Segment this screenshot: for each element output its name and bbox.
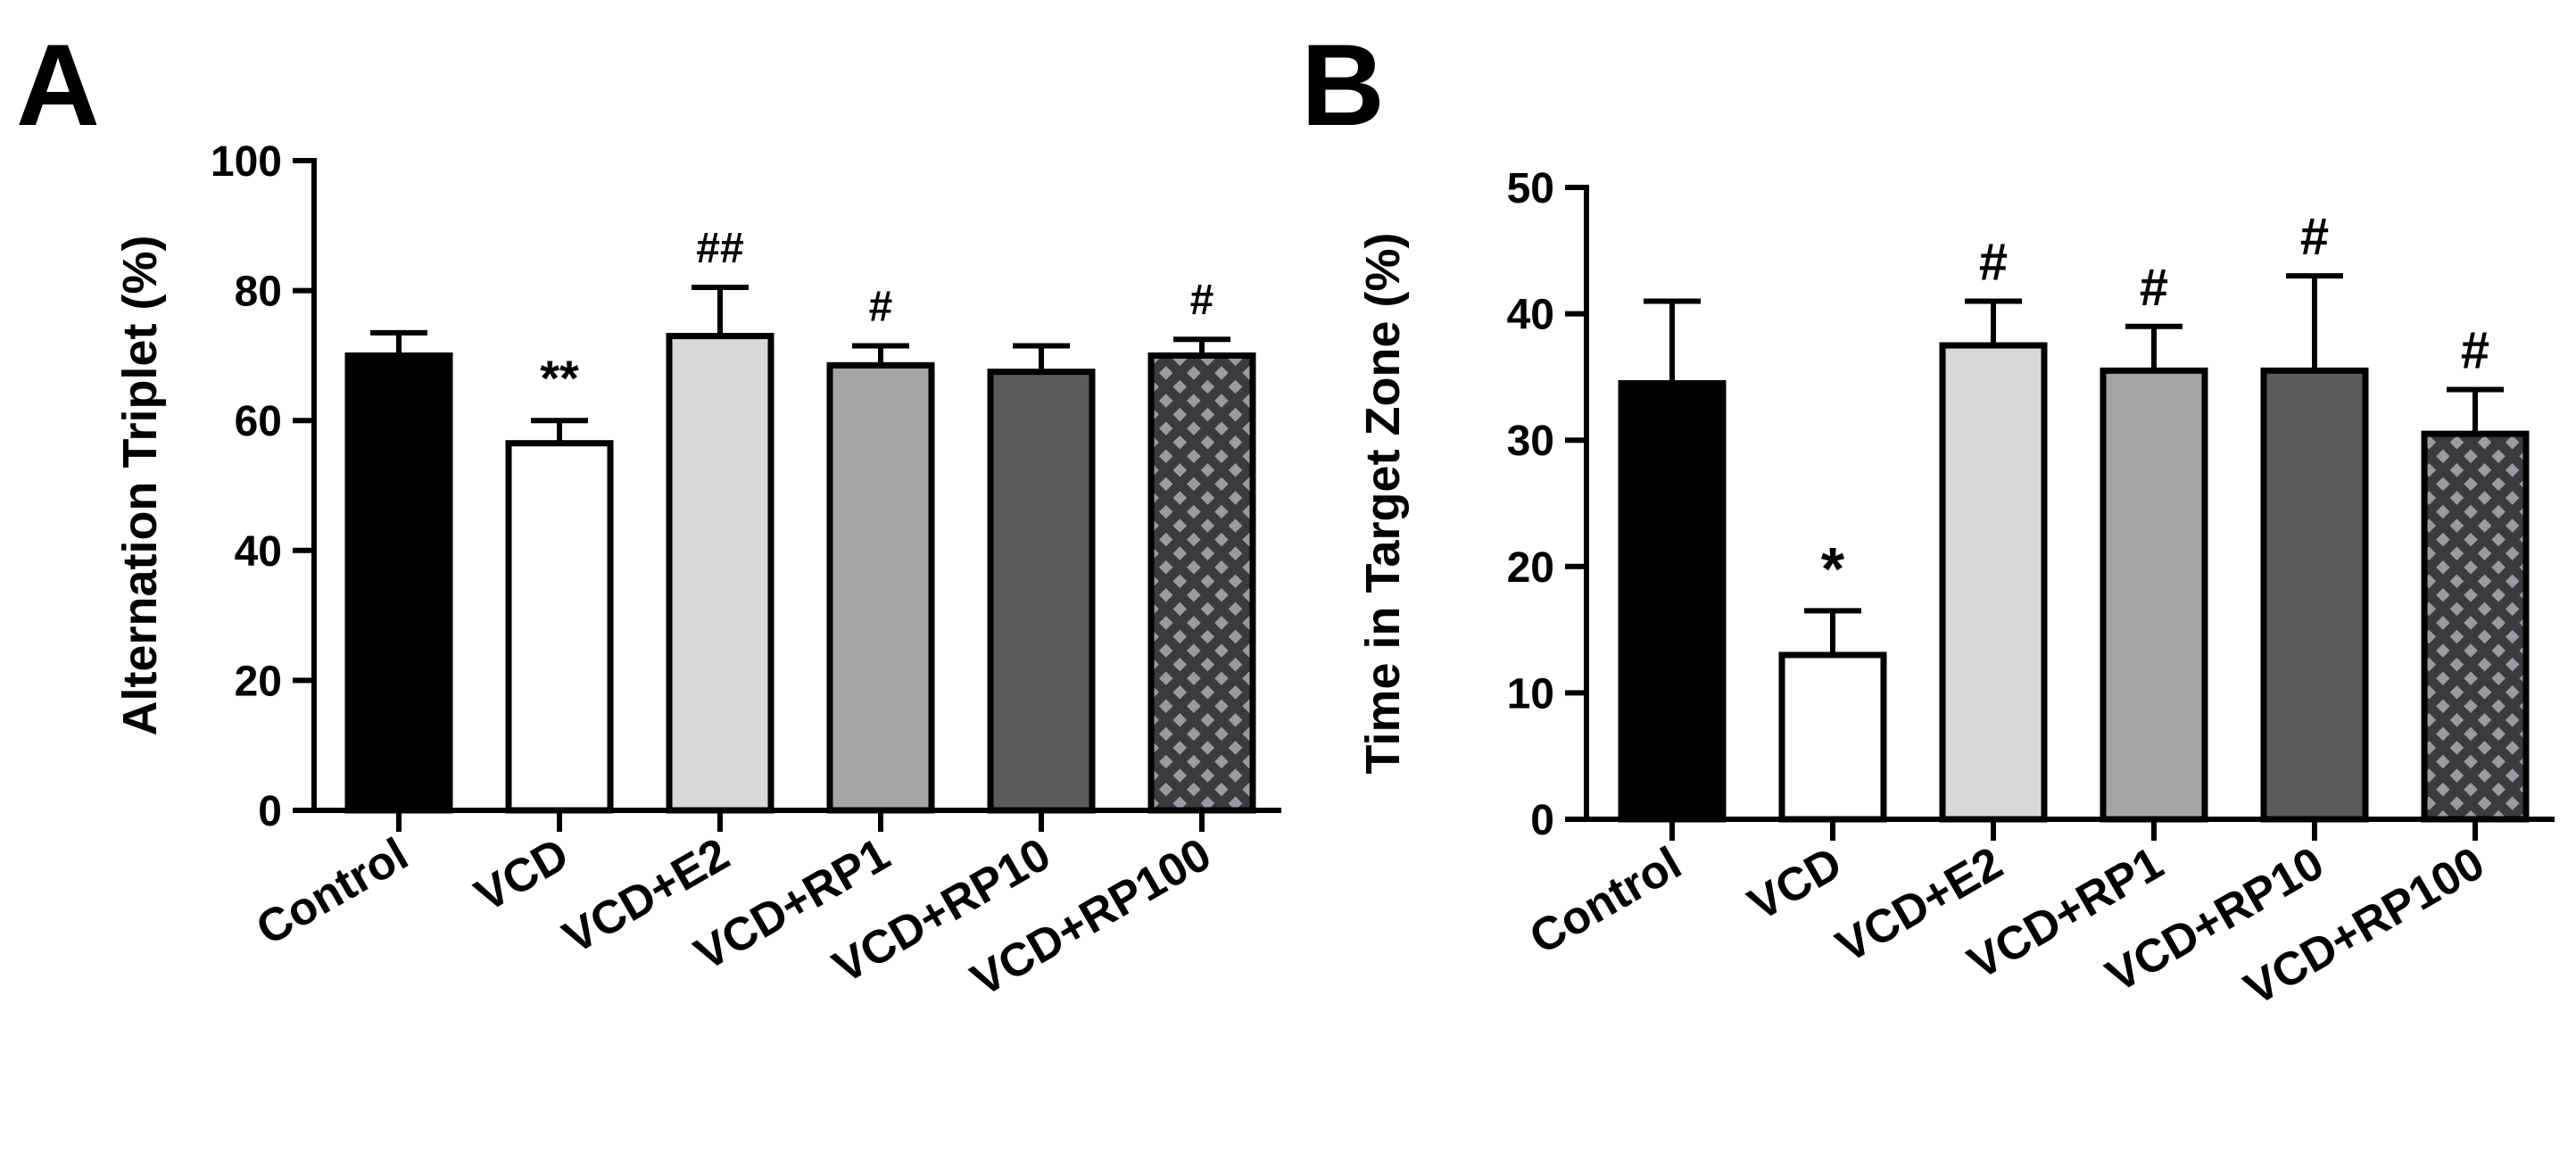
- x-category-label: Control: [1521, 837, 1690, 965]
- significance-label: #: [869, 283, 893, 330]
- x-category-label: Control: [248, 828, 417, 956]
- bar-vcd-rp100: [1147, 352, 1256, 814]
- bar-vcd: [505, 440, 614, 814]
- y-axis-title: Time in Target Zone (%): [1356, 232, 1410, 774]
- bar-vcd-rp100: [2421, 430, 2530, 823]
- y-tick-label: 0: [1530, 797, 1554, 844]
- significance-label: *: [1821, 535, 1845, 602]
- bar-vcd-rp1: [2100, 367, 2208, 823]
- significance-label: #: [2461, 322, 2489, 380]
- significance-label: ##: [696, 225, 743, 272]
- significance-label: #: [2140, 259, 2168, 317]
- bar-control: [344, 352, 453, 814]
- bar-vcd-rp10: [987, 369, 1096, 814]
- y-tick-label: 100: [211, 138, 282, 186]
- bar-vcd-e2: [666, 333, 774, 814]
- bar-vcd-e2: [1939, 342, 2048, 823]
- significance-label: #: [1979, 233, 2008, 291]
- y-tick-label: 50: [1507, 165, 1554, 212]
- significance-label: #: [2300, 208, 2329, 266]
- panel-label-b: B: [1301, 20, 1385, 150]
- bar-vcd-rp10: [2260, 367, 2369, 823]
- bar-vcd: [1778, 651, 1887, 823]
- panel-b-chart: 0 10 20 30 40 50 Time in Target Zone (%) Contro…: [1356, 165, 2555, 1016]
- y-tick-label: 0: [258, 788, 282, 835]
- y-tick-label: 10: [1507, 670, 1554, 718]
- y-tick-label: 40: [235, 528, 282, 576]
- y-tick-label: 60: [235, 398, 282, 445]
- bar-control: [1618, 379, 1727, 823]
- y-tick-label: 20: [235, 658, 282, 705]
- y-axis-title: Alternation Triplet (%): [113, 235, 167, 735]
- y-tick-label: 80: [235, 269, 282, 316]
- y-tick-label: 30: [1507, 418, 1554, 465]
- bar-vcd-rp1: [826, 361, 935, 814]
- x-category-label: VCD: [1740, 837, 1851, 931]
- panel-label-a: A: [16, 20, 100, 150]
- significance-label: **: [540, 350, 579, 406]
- panel-a-chart: 0 20 40 60 80 100 Alternation Triplet (%) Contr…: [113, 138, 1281, 1007]
- x-category-label: VCD: [467, 828, 577, 922]
- y-tick-label: 20: [1507, 544, 1554, 592]
- y-tick-label: 40: [1507, 292, 1554, 339]
- significance-label: #: [1190, 277, 1214, 324]
